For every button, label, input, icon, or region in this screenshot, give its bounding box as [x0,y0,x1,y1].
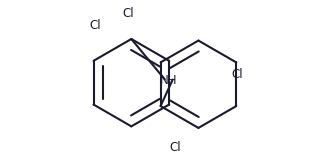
Text: Cl: Cl [169,141,181,154]
Text: Cl: Cl [90,19,101,32]
Text: Cl: Cl [232,68,243,81]
Text: NH: NH [160,74,177,87]
Text: Cl: Cl [122,7,134,20]
